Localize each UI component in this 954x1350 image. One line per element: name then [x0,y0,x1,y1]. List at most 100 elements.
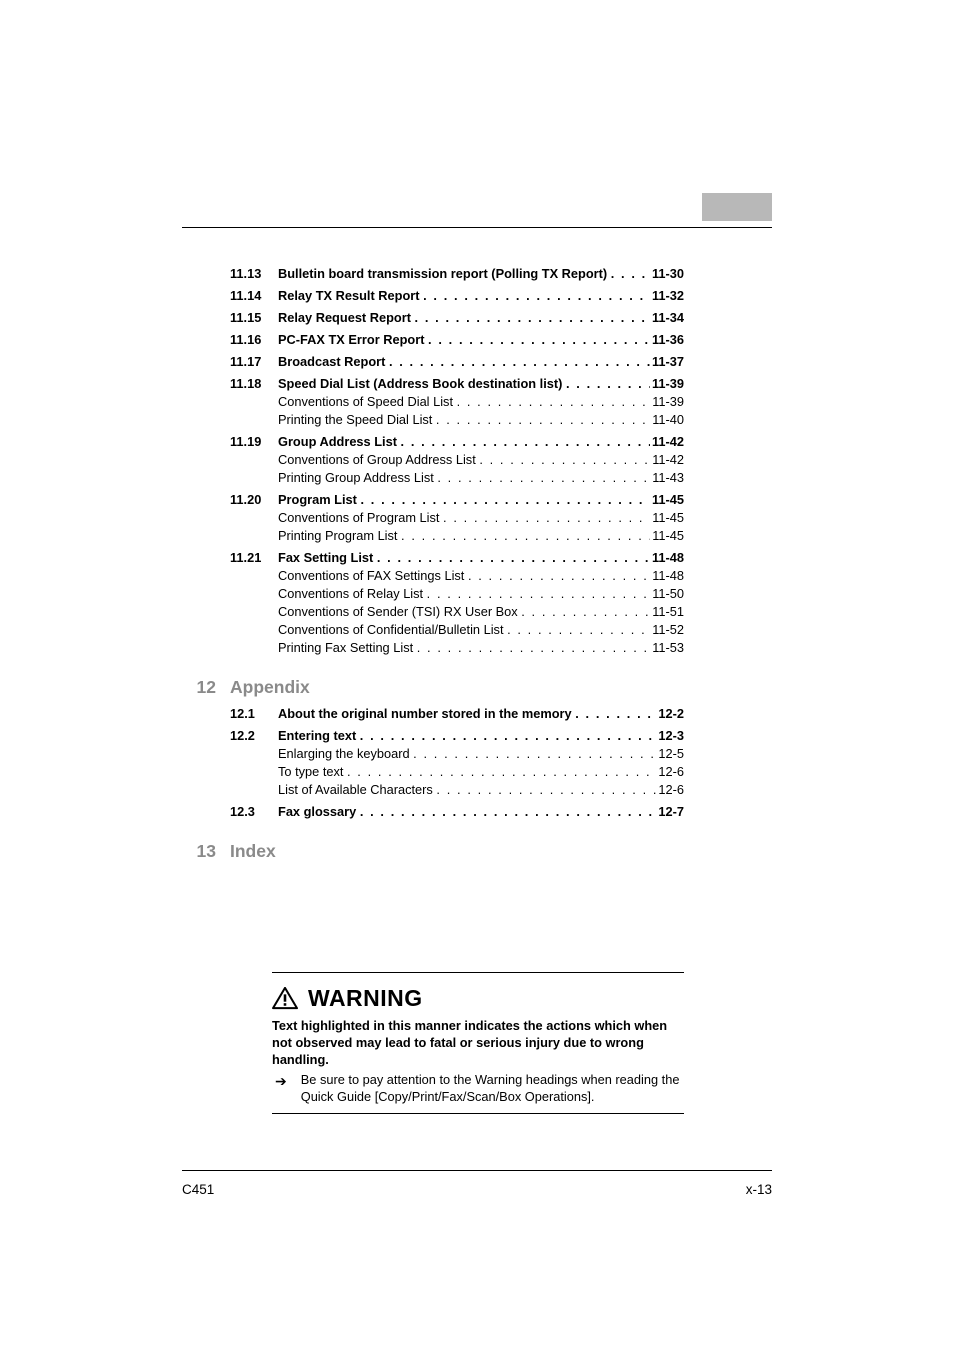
warning-rule-top [272,972,684,973]
toc-sub-entry: Conventions of Program List . . . . . . … [230,510,684,525]
toc-entry-row: Conventions of Program List . . . . . . … [278,510,684,525]
toc-entry-row: Enlarging the keyboard . . . . . . . . .… [278,746,684,761]
toc-entry-row: List of Available Characters . . . . . .… [278,782,684,797]
toc-entry-page: 11-32 [650,288,684,303]
toc-leader-dots: . . . . . . . . . . . . . . . . . . . . … [360,728,657,743]
toc-leader-dots: . . . . . . . . . . . . . . . . . . . . … [389,354,650,369]
toc-entry-row: Printing Program List . . . . . . . . . … [278,528,684,543]
toc-entry-page: 11-48 [650,568,684,583]
toc-entry: 11.20Program List . . . . . . . . . . . … [230,492,684,507]
toc-entry-number: 11.20 [230,492,278,507]
toc-entry-row: 11.17Broadcast Report . . . . . . . . . … [230,354,684,369]
toc-entry-row: 12.1About the original number stored in … [230,706,684,721]
toc-entry-row: Conventions of FAX Settings List . . . .… [278,568,684,583]
toc-entry-title: Fax Setting List [278,550,377,565]
table-of-contents: 11.13Bulletin board transmission report … [230,258,684,870]
toc-entry-number: 11.13 [230,266,278,281]
toc-sub-entry: Printing Group Address List . . . . . . … [230,470,684,485]
toc-leader-dots: . . . . . . . . . . . . . . . . . . . . … [377,550,650,565]
toc-entry-row: Conventions of Group Address List . . . … [278,452,684,467]
toc-entry-row: Printing Fax Setting List . . . . . . . … [278,640,684,655]
toc-sub-entry: List of Available Characters . . . . . .… [230,782,684,797]
footer-rule [182,1170,772,1171]
toc-leader-dots: . . . . . . . . . . . . . . . . . . . . … [423,288,650,303]
toc-entry-number: 11.18 [230,376,278,391]
toc-entry-page: 11-42 [650,452,684,467]
toc-entry-title: Conventions of Relay List [278,586,427,601]
toc-leader-dots: . . . . . . . . . . . . . . . . . . . . … [427,586,651,601]
toc-entry-page: 12-6 [656,764,684,779]
toc-leader-dots: . . . . . . . . . . . . . . . . . . . . … [566,376,650,391]
toc-entry-row: 11.16PC-FAX TX Error Report . . . . . . … [230,332,684,347]
toc-entry-title: About the original number stored in the … [278,706,575,721]
toc-leader-dots: . . . . . . . . . . . . . . . . . . . . … [347,764,656,779]
arrow-right-icon: ➔ [275,1072,287,1106]
toc-entry: 11.15Relay Request Report . . . . . . . … [230,310,684,325]
toc-entry-row: Printing the Speed Dial List . . . . . .… [278,412,684,427]
toc-entry-page: 11-45 [650,510,684,525]
toc-entry-number: 11.16 [230,332,278,347]
toc-chapter: 13Index [178,841,684,862]
toc-entry-row: 11.20Program List . . . . . . . . . . . … [230,492,684,507]
toc-leader-dots: . . . . . . . . . . . . . . . . . . . . … [457,394,651,409]
toc-entry-row: 11.19Group Address List . . . . . . . . … [230,434,684,449]
toc-entry-row: Conventions of Speed Dial List . . . . .… [278,394,684,409]
toc-sub-entry: Printing Fax Setting List . . . . . . . … [230,640,684,655]
toc-leader-dots: . . . . . . . . . . . . . . . . . . . . … [507,622,650,637]
toc-entry-page: 11-42 [650,434,684,449]
toc-entry-row: 11.15Relay Request Report . . . . . . . … [230,310,684,325]
toc-entry-number: 11.19 [230,434,278,449]
toc-entry-row: 11.21Fax Setting List . . . . . . . . . … [230,550,684,565]
toc-entry-title: Printing the Speed Dial List [278,412,436,427]
toc-chapter-title: Index [230,841,276,862]
toc-sub-entry: Printing Program List . . . . . . . . . … [230,528,684,543]
toc-entry: 11.21Fax Setting List . . . . . . . . . … [230,550,684,565]
toc-entry-title: Conventions of Sender (TSI) RX User Box [278,604,521,619]
toc-entry: 11.13Bulletin board transmission report … [230,266,684,281]
toc-entry-number: 11.15 [230,310,278,325]
toc-entry-title: Conventions of Program List [278,510,443,525]
toc-chapter: 12Appendix [178,677,684,698]
toc-entry-page: 11-50 [650,586,684,601]
warning-bold-text: Text highlighted in this manner indicate… [272,1018,684,1069]
toc-chapter-number: 12 [178,677,230,698]
page-tab-marker [702,193,772,221]
toc-entry-page: 11-45 [650,528,684,543]
toc-entry-row: 11.18Speed Dial List (Address Book desti… [230,376,684,391]
toc-sub-entry: To type text . . . . . . . . . . . . . .… [230,764,684,779]
toc-entry-row: Conventions of Confidential/Bulletin Lis… [278,622,684,637]
toc-entry-page: 12-5 [656,746,684,761]
toc-leader-dots: . . . . . . . . . . . . . . . . . . . . … [436,412,650,427]
toc-entry-row: 11.13Bulletin board transmission report … [230,266,684,281]
toc-entry-page: 11-30 [650,266,684,281]
toc-leader-dots: . . . . . . . . . . . . . . . . . . . . … [401,434,650,449]
toc-leader-dots: . . . . . . . . . . . . . . . . . . . . … [443,510,650,525]
warning-heading-text: WARNING [308,985,423,1012]
toc-entry-title: To type text [278,764,347,779]
toc-entry-page: 11-36 [650,332,684,347]
header-rule [182,227,772,228]
toc-sub-entry: Conventions of Relay List . . . . . . . … [230,586,684,601]
toc-entry-page: 11-37 [650,354,684,369]
toc-entry-page: 11-43 [650,470,684,485]
toc-entry-page: 11-39 [650,376,684,391]
toc-entry-row: 12.2Entering text . . . . . . . . . . . … [230,728,684,743]
toc-leader-dots: . . . . . . . . . . . . . . . . . . . . … [415,310,650,325]
toc-leader-dots: . . . . . . . . . . . . . . . . . . . . … [436,782,656,797]
toc-entry-title: Speed Dial List (Address Book destinatio… [278,376,566,391]
footer-right: x-13 [746,1182,772,1197]
toc-entry-title: Entering text [278,728,360,743]
toc-entry: 11.14Relay TX Result Report . . . . . . … [230,288,684,303]
toc-entry-title: Conventions of FAX Settings List [278,568,468,583]
toc-entry-page: 11-39 [650,394,684,409]
toc-entry-title: Printing Program List [278,528,401,543]
toc-entry: 12.2Entering text . . . . . . . . . . . … [230,728,684,743]
toc-leader-dots: . . . . . . . . . . . . . . . . . . . . … [521,604,650,619]
toc-entry-page: 11-53 [650,640,684,655]
warning-rule-bottom [272,1113,684,1114]
toc-sub-entry: Conventions of Speed Dial List . . . . .… [230,394,684,409]
toc-entry-title: List of Available Characters [278,782,436,797]
toc-entry-number: 12.3 [230,804,278,819]
toc-leader-dots: . . . . . . . . . . . . . . . . . . . . … [417,640,651,655]
toc-entry-title: Relay Request Report [278,310,415,325]
